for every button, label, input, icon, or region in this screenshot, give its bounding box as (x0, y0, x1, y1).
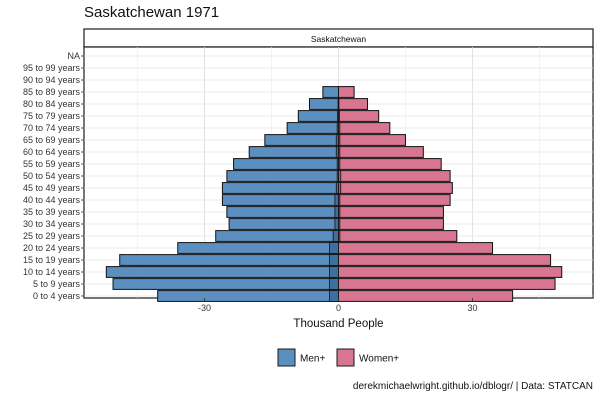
bar-inner-women (338, 158, 341, 170)
facet-strip-label: Saskatchewan (311, 34, 367, 44)
bar-women (338, 242, 494, 254)
y-tick-label: 0 to 4 years (33, 291, 81, 301)
legend-key-women (336, 348, 355, 367)
y-tick-label: 20 to 24 years (23, 243, 81, 253)
y-tick-label: 85 to 89 years (23, 87, 81, 97)
y-tick-label: 70 to 74 years (23, 123, 81, 133)
bar-inner-women (338, 206, 341, 218)
bar-men (112, 278, 339, 290)
bar-inner-women (338, 110, 340, 122)
legend: Men+ Women+ (277, 348, 399, 367)
bar-women (338, 218, 444, 230)
bar-inner-men (329, 290, 339, 302)
bar-men (221, 194, 339, 206)
y-tick-label: 65 to 69 years (23, 135, 81, 145)
bar-inner-men (334, 194, 339, 206)
y-tick-label: 25 to 29 years (23, 231, 81, 241)
bars (105, 86, 563, 302)
bar-women (338, 146, 424, 158)
bar-inner-women (338, 182, 342, 194)
legend-label-men: Men+ (300, 354, 325, 365)
bar-women (338, 158, 442, 170)
y-tick-label: 60 to 64 years (23, 147, 81, 157)
bar-inner-women (338, 218, 341, 230)
bar-inner-men (332, 230, 339, 242)
bar-inner-women (338, 194, 341, 206)
y-tick-label: 35 to 39 years (23, 207, 81, 217)
bar-inner-men (334, 206, 339, 218)
bar-inner-women (338, 230, 341, 242)
bar-men (286, 122, 339, 134)
bar-inner-men (329, 266, 339, 278)
bar-inner-women (338, 134, 341, 146)
y-axis-ticks: 0 to 4 years 5 to 9 years 10 to 14 years 15… (23, 51, 84, 301)
bar-men (177, 242, 339, 254)
bar-women (338, 134, 406, 146)
y-tick-label: 95 to 99 years (23, 63, 81, 73)
caption: derekmichaelwright.github.io/dblogr/ | D… (353, 381, 593, 392)
bar-men (308, 98, 339, 110)
bar-women (338, 194, 451, 206)
y-tick-label: 40 to 44 years (23, 195, 81, 205)
bar-inner-women (338, 170, 342, 182)
bar-men (233, 158, 339, 170)
bar-women (338, 278, 556, 290)
legend-key-men (277, 348, 296, 367)
bar-men (119, 254, 339, 266)
bar-women (338, 230, 458, 242)
bar-men (248, 146, 339, 158)
bar-inner-women (338, 122, 341, 134)
bar-women (338, 86, 355, 98)
bar-women (338, 290, 514, 302)
bar-men (215, 230, 339, 242)
bar-inner-men (329, 242, 339, 254)
bar-men (264, 134, 339, 146)
bar-women (338, 170, 451, 182)
y-tick-label: 80 to 84 years (23, 99, 81, 109)
bar-inner-men (334, 218, 339, 230)
y-tick-label: 45 to 49 years (23, 183, 81, 193)
bar-inner-men (329, 278, 339, 290)
bar-women (338, 206, 444, 218)
bar-women (338, 110, 380, 122)
bar-women (338, 122, 391, 134)
bar-men (322, 86, 339, 98)
y-tick-label: 75 to 79 years (23, 111, 81, 121)
bar-men (297, 110, 340, 122)
y-tick-label: 30 to 34 years (23, 219, 81, 229)
bar-men (157, 290, 339, 302)
bar-men (221, 182, 339, 194)
y-tick-label: 90 to 94 years (23, 75, 81, 85)
bar-women (338, 254, 552, 266)
y-tick-label: 50 to 54 years (23, 171, 81, 181)
y-tick-label: 55 to 59 years (23, 159, 81, 169)
chart-title: Saskatchewan 1971 (84, 4, 220, 21)
bar-men (226, 206, 340, 218)
bar-men (226, 170, 340, 182)
legend-label-women: Women+ (359, 354, 399, 365)
bar-women (338, 98, 369, 110)
bar-men (228, 218, 339, 230)
x-axis-title: Thousand People (293, 318, 383, 330)
y-tick-label: 15 to 19 years (23, 255, 81, 265)
y-tick-label: NA (67, 51, 80, 61)
bar-men (105, 266, 340, 278)
x-tick-label: 30 (467, 303, 477, 313)
x-tick-label: 0 (336, 303, 341, 313)
y-tick-label: 10 to 14 years (23, 267, 81, 277)
x-axis-ticks: -30 0 30 (198, 298, 477, 313)
bar-women (338, 182, 453, 194)
bar-women (338, 266, 563, 278)
bar-inner-women (338, 146, 341, 158)
bar-inner-men (329, 254, 339, 266)
y-tick-label: 5 to 9 years (33, 279, 81, 289)
x-tick-label: -30 (198, 303, 211, 313)
